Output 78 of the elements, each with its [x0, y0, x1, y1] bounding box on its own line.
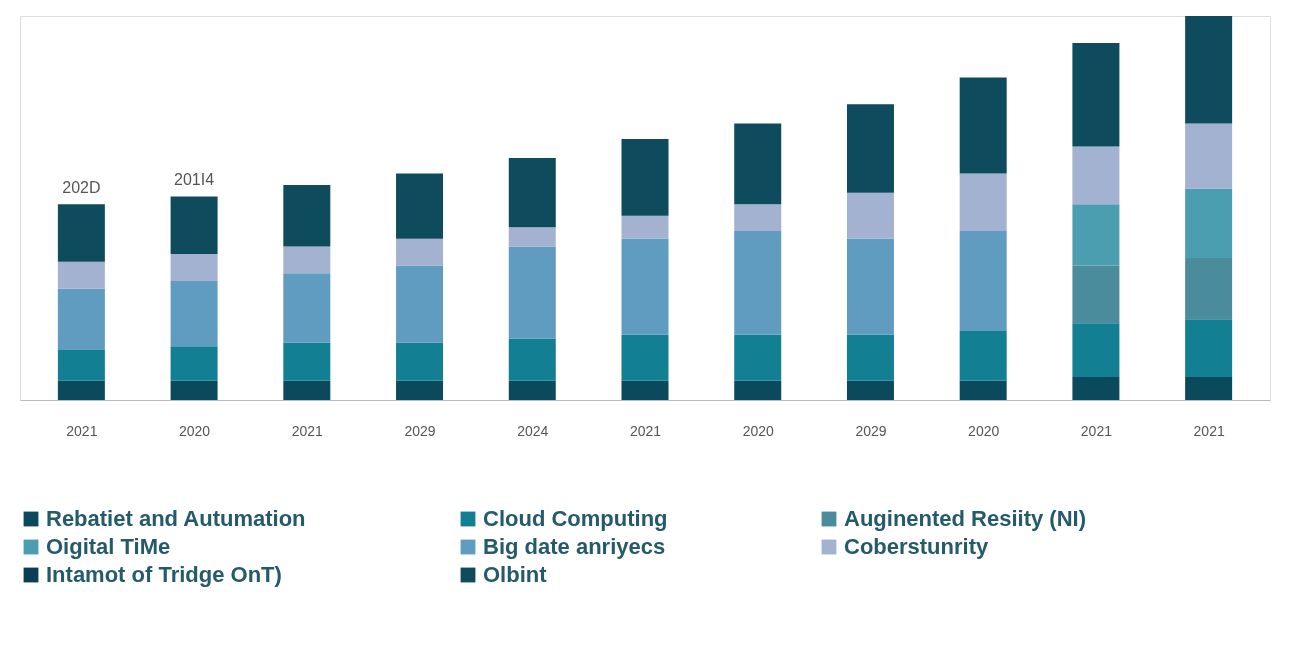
- bar: [621, 138, 669, 216]
- x-tick-label: 2021: [291, 422, 324, 439]
- bar: [1072, 265, 1120, 324]
- bar: [57, 350, 105, 381]
- legend-label: Big date anriyecs: [483, 534, 666, 559]
- bar: [508, 158, 556, 228]
- legend-label: Rebatiet and Autumation: [46, 506, 306, 531]
- bar: [170, 254, 218, 281]
- bar: [1072, 376, 1120, 400]
- x-tick-label: 2020: [179, 422, 211, 439]
- bar: [1185, 319, 1233, 377]
- bar: [846, 334, 894, 381]
- x-tick-label: 2021: [66, 422, 98, 439]
- bar: [621, 215, 669, 239]
- legend-label: Cloud Computing: [483, 506, 668, 531]
- bar: [1185, 188, 1233, 258]
- legend-label: Intamot of Tridge OnT): [46, 562, 282, 587]
- bar: [283, 246, 331, 274]
- x-tick-label: 2029: [404, 422, 436, 439]
- bar: [734, 123, 782, 205]
- bar: [396, 342, 444, 381]
- bar: [57, 261, 105, 289]
- legend-label: Auginented Resiity (NI): [844, 506, 1087, 531]
- bar: [57, 204, 105, 262]
- bar: [846, 238, 894, 335]
- bar: [1072, 146, 1120, 205]
- x-tick-label: 2021: [1193, 422, 1225, 439]
- bar: [734, 380, 782, 400]
- bar: [170, 196, 218, 255]
- bar: [1072, 42, 1120, 147]
- x-tick-label: 2029: [855, 422, 887, 439]
- bar: [396, 265, 444, 343]
- legend-label: Olbint: [483, 562, 548, 587]
- bar: [959, 77, 1007, 174]
- bar: [396, 380, 444, 400]
- bar: [1185, 376, 1233, 400]
- bar: [959, 231, 1007, 331]
- bar: [396, 173, 444, 239]
- bar: [846, 104, 894, 193]
- x-tick-label: 2021: [1080, 422, 1113, 439]
- bar: [621, 380, 669, 400]
- bar: [508, 246, 556, 339]
- bar: [170, 346, 218, 381]
- bar: [396, 238, 444, 266]
- bar: [283, 380, 331, 400]
- bar: [508, 338, 556, 381]
- bar: [959, 330, 1007, 381]
- bar: [621, 334, 669, 381]
- bar: [508, 227, 556, 247]
- annotation: 201I4: [174, 171, 215, 189]
- bar: [1185, 123, 1233, 189]
- bar: [846, 192, 894, 239]
- x-tick-label: 2021: [629, 422, 662, 439]
- bar: [621, 238, 669, 335]
- x-tick-label: 2024: [517, 422, 549, 439]
- bar: [283, 273, 331, 343]
- annotation: 202D: [62, 179, 101, 197]
- bar: [734, 204, 782, 232]
- bar: [1072, 204, 1120, 266]
- bar: [170, 380, 218, 400]
- bar: [508, 380, 556, 400]
- x-tick-label: 2020: [742, 422, 775, 439]
- bar: [1185, 257, 1233, 320]
- legend-label: Coberstunrity: [844, 534, 989, 559]
- x-tick-label: 2020: [968, 422, 1000, 439]
- bar: [959, 173, 1007, 232]
- bar: [846, 380, 894, 400]
- bar: [1072, 323, 1120, 377]
- bar: [734, 231, 782, 335]
- bar: [1185, 16, 1233, 124]
- bar: [283, 184, 331, 247]
- bar: [734, 334, 782, 381]
- bar: [57, 380, 105, 400]
- bar: [283, 342, 331, 381]
- bar: [57, 288, 105, 351]
- bar: [959, 380, 1007, 400]
- bar: [170, 280, 218, 347]
- legend-label: Oigital TiMe: [46, 534, 171, 559]
